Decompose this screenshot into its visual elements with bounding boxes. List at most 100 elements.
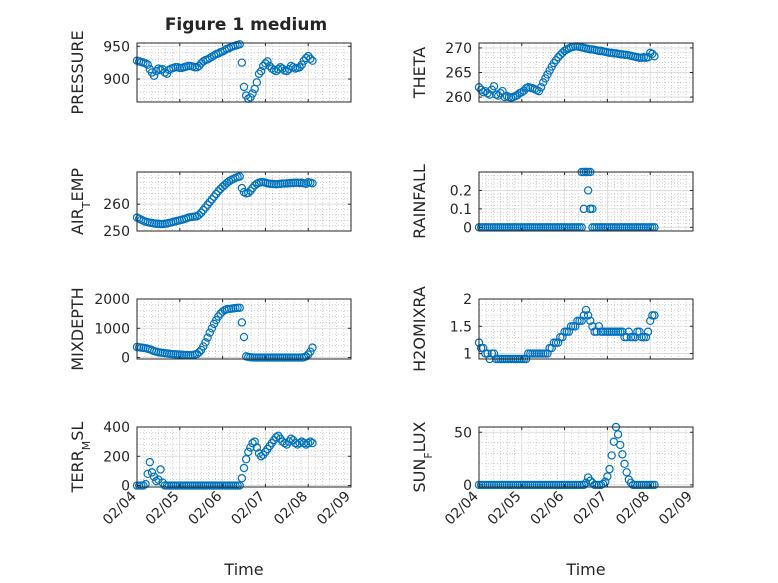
x-tick-label: 02/06 (186, 488, 226, 528)
data-point (622, 468, 631, 477)
data-point (476, 85, 486, 94)
data-point (308, 343, 317, 352)
x-tick-label: 02/04 (100, 488, 140, 528)
y-tick-label: 2000 (94, 292, 130, 308)
subplot-7: 0 200 400 02/04 02/05 02/06 02/07 02/08 02/09 Tim… (68, 420, 354, 579)
data-point (308, 56, 317, 65)
data-point (280, 438, 289, 448)
data-point (282, 66, 291, 76)
axes-box (136, 426, 352, 488)
data-point (583, 186, 593, 195)
data-point (196, 208, 206, 217)
figure-title: Figure 1 medium (165, 15, 327, 35)
data-point (650, 311, 659, 320)
data-point (252, 443, 262, 452)
data-point (278, 437, 287, 446)
data-point (239, 463, 249, 473)
data-point (641, 332, 651, 342)
data-point (239, 82, 249, 92)
subplot-6: 1 1.5 2 H2OMIXRA (410, 286, 694, 372)
grid (479, 299, 693, 359)
data-point (149, 472, 159, 481)
data-point (605, 464, 614, 474)
data-point (648, 49, 657, 59)
data-point (248, 89, 257, 98)
data-point (145, 457, 155, 467)
data-point (201, 203, 210, 212)
y-tick-label: 1 (463, 347, 472, 363)
y-tick-label: 0 (463, 478, 472, 494)
data-point (207, 52, 217, 61)
axes-background (137, 172, 351, 231)
data-point (271, 433, 281, 442)
data-point (306, 437, 315, 446)
data-point (489, 82, 499, 91)
data-point (218, 47, 227, 56)
subplot-4: 0 0.1 0.2 RAINFALL (410, 164, 694, 239)
data-point (199, 205, 208, 215)
data-point (301, 179, 311, 188)
y-tick-label: 270 (445, 41, 472, 57)
data-point (489, 349, 499, 358)
data-point (263, 57, 272, 66)
axes-box (136, 171, 352, 232)
data-point (613, 430, 623, 439)
y-tick-label: 2 (463, 292, 472, 308)
data-point (618, 450, 627, 459)
data-point (547, 343, 556, 353)
data-point (631, 332, 640, 342)
data-point (147, 468, 157, 477)
subplot-8: 0 50 02/04 02/05 02/06 02/07 02/08 02/09 Time SUN… (410, 421, 696, 579)
data-point (205, 53, 214, 63)
axes-box (478, 298, 694, 360)
x-tick-label: 02/06 (528, 488, 568, 528)
data-point (194, 348, 204, 357)
data-point (141, 479, 150, 489)
subplot-5: 0 1000 2000 MIXDEPTH (68, 287, 352, 371)
data-point (579, 204, 589, 214)
data-point (237, 318, 247, 327)
data-point (246, 186, 255, 195)
y-tick-label: 1.5 (450, 319, 472, 335)
x-tick-label: 02/05 (143, 489, 183, 529)
grid (137, 299, 351, 359)
axes-box (478, 171, 694, 232)
data-point (154, 475, 163, 484)
x-axis-label: Time (223, 560, 263, 579)
y-tick-label: 400 (103, 420, 130, 436)
data-point (156, 465, 165, 474)
data-point (308, 179, 317, 188)
data-point (259, 61, 268, 71)
x-tick-label: 02/09 (656, 489, 696, 529)
data-point (235, 40, 244, 49)
data-point (553, 338, 563, 347)
data-point (607, 451, 616, 460)
data-point (304, 51, 313, 61)
data-point (586, 476, 595, 485)
data-point (588, 322, 597, 331)
subplot-1: 900 950 PRESSURE (68, 30, 352, 115)
data-point (248, 438, 257, 448)
data-point (579, 311, 589, 320)
x-tick-label: 02/08 (271, 489, 311, 529)
data-point (201, 338, 210, 347)
y-axis-label: THETA (410, 47, 429, 99)
data-point (244, 447, 253, 457)
data-point (235, 303, 244, 312)
x-tick-label: 02/07 (228, 489, 268, 529)
data-point (304, 438, 313, 448)
y-tick-label: 900 (103, 72, 130, 88)
y-axis-label: H2OMIXRA (410, 286, 429, 372)
data-point (246, 443, 255, 452)
data-point (581, 478, 591, 487)
data-point (250, 437, 259, 446)
data-point (207, 195, 217, 204)
x-tick-label: 02/05 (485, 489, 525, 529)
data-point (248, 183, 257, 193)
y-tick-label: 265 (445, 66, 472, 82)
data-point (577, 316, 586, 326)
data-point (214, 187, 223, 196)
y-tick-label: 0 (121, 479, 130, 495)
